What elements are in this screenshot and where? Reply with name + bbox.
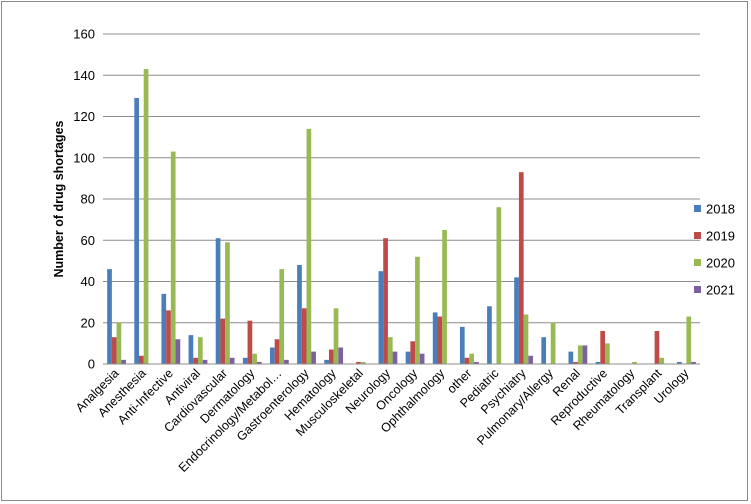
bar-2019: [383, 238, 388, 364]
bar-2018: [324, 359, 329, 364]
bar-2018: [297, 265, 302, 364]
bar-2019: [220, 318, 226, 364]
x-axis-categories: AnalgesiaAnesthesiaAnti-InfectiveAntivir…: [73, 366, 692, 475]
bar-2018: [188, 335, 194, 364]
bar-2020: [496, 207, 502, 364]
bar-2019: [111, 337, 117, 364]
legend-label: 2021: [706, 283, 735, 298]
bar-2020: [252, 353, 257, 364]
bar-2020: [333, 308, 339, 364]
bar-2018: [134, 97, 140, 364]
bar-2021: [284, 359, 289, 364]
bar-2019: [166, 310, 171, 364]
y-tick-label: 80: [81, 192, 95, 207]
bar-2019: [654, 331, 660, 364]
bar-2018: [595, 361, 601, 364]
bar-2018: [514, 277, 519, 364]
bar-2021: [528, 355, 534, 364]
bar-2021: [392, 351, 398, 364]
bar-2020: [360, 361, 366, 364]
y-axis-ticks: 0 20 40 60 80 100 120 140 160: [73, 27, 95, 372]
gridlines: [103, 33, 700, 324]
bar-2018: [269, 347, 275, 364]
legend-label: 2020: [706, 256, 735, 271]
bar-2020: [686, 316, 692, 364]
bar-2018: [541, 337, 547, 364]
bar-2018: [161, 293, 167, 364]
bar-2018: [405, 351, 411, 364]
legend-swatch: [694, 259, 701, 266]
bar-2020: [170, 151, 176, 364]
bar-2018: [432, 312, 438, 364]
bar-2019: [139, 355, 144, 364]
bar-2020: [387, 337, 393, 364]
bar-2020: [659, 357, 664, 364]
bar-2019: [600, 331, 606, 364]
bar-2019: [518, 172, 524, 364]
bar-2021: [311, 351, 316, 364]
bar-2021: [338, 347, 344, 364]
bar-2021: [256, 361, 262, 364]
legend-label: 2019: [706, 229, 735, 244]
bar-2020: [116, 322, 122, 364]
y-tick-label: 140: [73, 68, 95, 83]
bar-2018: [568, 351, 574, 364]
bar-2021: [691, 361, 696, 364]
bar-2020: [605, 343, 610, 364]
bar-2020: [523, 314, 529, 364]
bar-2018: [378, 271, 384, 364]
bar-2020: [225, 242, 230, 364]
legend-label: 2018: [706, 202, 735, 217]
bar-2019: [328, 349, 334, 364]
bar-2018: [215, 238, 221, 364]
bar-2020: [469, 353, 475, 364]
bar-2020: [143, 69, 149, 364]
bar-2019: [274, 339, 280, 364]
bar-2021: [419, 353, 425, 364]
bar-2018: [677, 361, 682, 364]
bar-2020: [577, 345, 583, 364]
bar-2018: [242, 357, 248, 364]
bar-2018: [459, 326, 465, 364]
bar-2020: [442, 229, 447, 364]
bar-2019: [573, 361, 578, 364]
legend-swatch: [694, 286, 701, 293]
legend-swatch: [694, 232, 701, 239]
bar-2021: [121, 359, 126, 364]
bars: [107, 69, 696, 364]
y-tick-label: 120: [73, 109, 95, 124]
bar-2019: [410, 341, 416, 364]
bar-2021: [175, 339, 181, 364]
y-tick-label: 20: [81, 315, 95, 330]
bar-2020: [279, 269, 285, 364]
bar-2019: [301, 308, 307, 364]
legend: 2018 2019 2020 2021: [694, 202, 735, 298]
y-axis-label: Number of drug shortages: [52, 120, 66, 277]
y-tick-label: 60: [81, 233, 95, 248]
bar-2021: [202, 359, 208, 364]
legend-swatch: [694, 205, 701, 212]
bar-2019: [247, 320, 253, 364]
bar-2019: [437, 316, 443, 364]
bar-2018: [107, 269, 112, 364]
bar-2018: [487, 306, 492, 364]
y-tick-label: 0: [88, 357, 95, 372]
bar-2020: [306, 128, 312, 364]
bar-2021: [582, 345, 588, 364]
y-tick-label: 160: [73, 27, 95, 42]
bar-2019: [193, 357, 198, 364]
bar-2020: [632, 361, 637, 364]
bar-2020: [415, 256, 420, 364]
y-tick-label: 100: [73, 150, 95, 165]
bar-2021: [229, 357, 235, 364]
bar-2020: [550, 322, 556, 364]
bar-2019: [464, 357, 470, 364]
bar-2021: [474, 361, 479, 364]
bar-2020: [197, 337, 203, 364]
y-tick-label: 40: [81, 274, 95, 289]
bar-2019: [356, 361, 361, 364]
